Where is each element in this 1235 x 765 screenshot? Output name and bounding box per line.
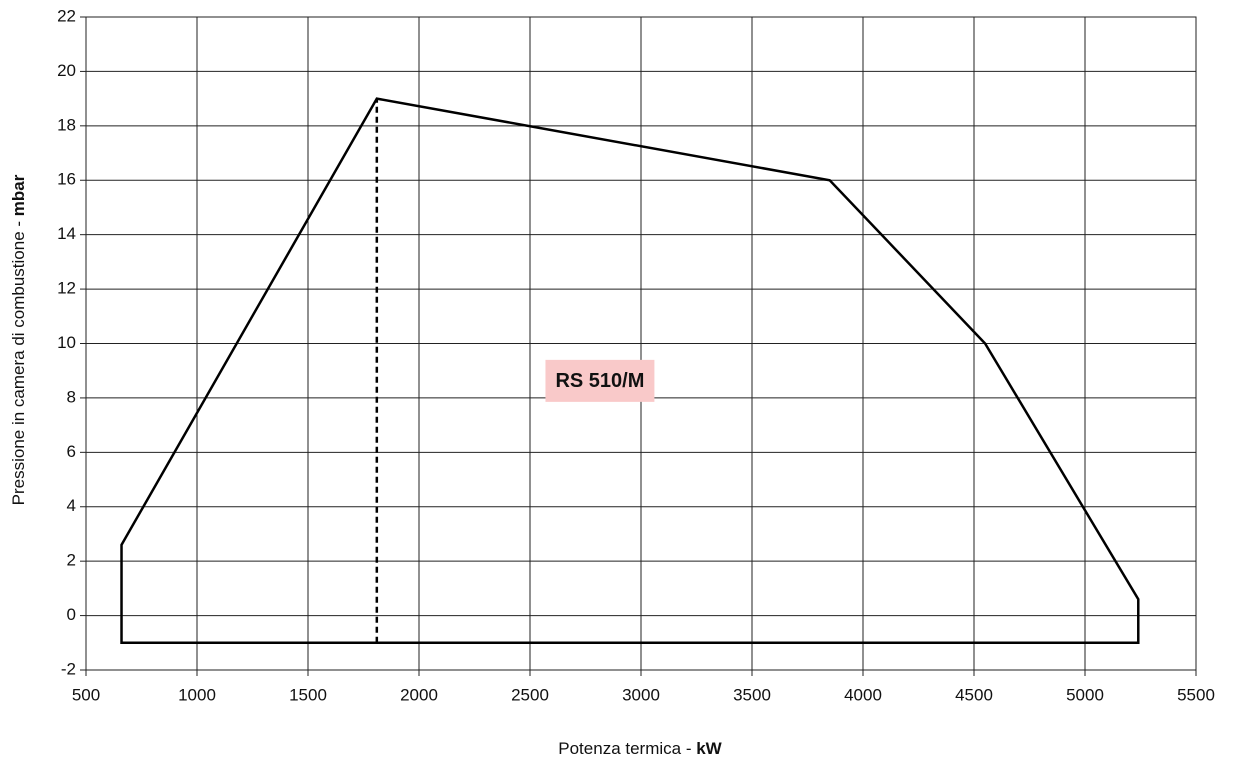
x-tick-label: 5500 xyxy=(1177,685,1215,704)
x-tick-label: 2000 xyxy=(400,685,438,704)
y-tick-label: 10 xyxy=(57,333,76,352)
y-axis-unit: mbar xyxy=(9,174,28,216)
x-tick-label: 4000 xyxy=(844,685,882,704)
annotation-text: RS 510/M xyxy=(555,370,644,392)
x-axis-label: Potenza termica - xyxy=(558,739,696,758)
x-axis-unit: kW xyxy=(696,739,722,758)
y-tick-label: 14 xyxy=(57,224,76,243)
y-tick-label: 12 xyxy=(57,279,76,298)
y-tick-label: 4 xyxy=(67,496,76,515)
y-tick-label: 16 xyxy=(57,170,76,189)
annotation: RS 510/M xyxy=(545,359,655,402)
y-axis-title: Pressione in camera di combustione - mba… xyxy=(9,174,28,505)
x-tick-label: 4500 xyxy=(955,685,993,704)
x-tick-label: 1000 xyxy=(178,685,216,704)
y-tick-label: 0 xyxy=(67,605,76,624)
x-tick-label: 1500 xyxy=(289,685,327,704)
y-tick-label: 2 xyxy=(67,551,76,570)
y-tick-label: 22 xyxy=(57,6,76,25)
x-tick-label: 3000 xyxy=(622,685,660,704)
field-outline xyxy=(120,97,1140,645)
y-axis-label: Pressione in camera di combustione - xyxy=(9,216,28,505)
x-tick-label: 3500 xyxy=(733,685,771,704)
annotation-bg xyxy=(545,359,655,402)
y-tick-label: -2 xyxy=(61,659,76,678)
x-tick-label: 5000 xyxy=(1066,685,1104,704)
y-tick-label: 6 xyxy=(67,442,76,461)
x-tick-label: 2500 xyxy=(511,685,549,704)
plot-frame xyxy=(85,16,1197,671)
x-tick-label: 500 xyxy=(72,685,100,704)
y-tick-label: 20 xyxy=(57,61,76,80)
x-axis-title: Potenza termica - kW xyxy=(558,739,722,758)
y-tick-label: 8 xyxy=(67,387,76,406)
y-tick-label: 18 xyxy=(57,115,76,134)
